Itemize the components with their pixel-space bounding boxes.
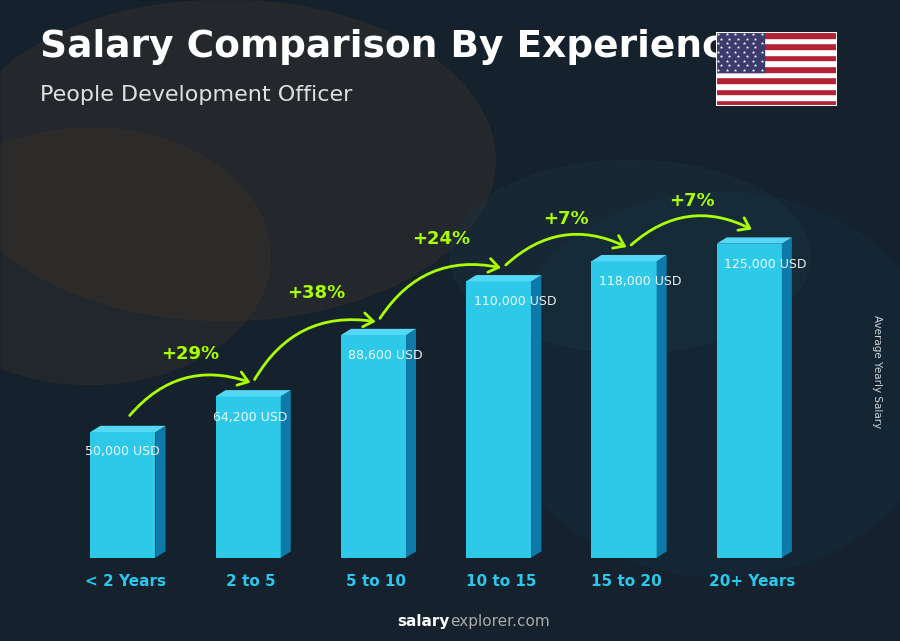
Text: 118,000 USD: 118,000 USD <box>599 276 681 288</box>
Bar <box>716 54 837 60</box>
FancyArrowPatch shape <box>380 258 499 319</box>
Bar <box>716 38 837 44</box>
Ellipse shape <box>450 160 810 353</box>
Polygon shape <box>281 390 291 558</box>
Text: 2 to 5: 2 to 5 <box>226 574 275 590</box>
Text: 64,200 USD: 64,200 USD <box>213 410 287 424</box>
Text: +38%: +38% <box>287 284 345 302</box>
Text: 125,000 USD: 125,000 USD <box>724 258 806 271</box>
FancyArrowPatch shape <box>506 234 625 265</box>
Bar <box>90 432 156 558</box>
Bar <box>716 100 837 106</box>
Bar <box>216 396 281 558</box>
Polygon shape <box>341 329 416 335</box>
FancyArrowPatch shape <box>130 372 248 415</box>
Ellipse shape <box>495 192 900 577</box>
Text: +7%: +7% <box>544 210 590 228</box>
Bar <box>716 66 837 72</box>
Text: 5 to 10: 5 to 10 <box>346 574 406 590</box>
Bar <box>716 44 837 49</box>
Text: 10 to 15: 10 to 15 <box>466 574 536 590</box>
Bar <box>341 335 406 558</box>
FancyArrowPatch shape <box>631 215 750 245</box>
Text: explorer.com: explorer.com <box>450 615 550 629</box>
Bar <box>716 32 837 38</box>
Ellipse shape <box>0 0 495 320</box>
Text: 88,600 USD: 88,600 USD <box>348 349 423 362</box>
Text: +29%: +29% <box>161 345 220 363</box>
Text: +24%: +24% <box>412 230 470 248</box>
Polygon shape <box>591 255 667 262</box>
Polygon shape <box>406 329 416 558</box>
Bar <box>716 49 837 54</box>
Polygon shape <box>657 255 667 558</box>
Text: < 2 Years: < 2 Years <box>85 574 166 590</box>
Polygon shape <box>90 426 166 432</box>
Ellipse shape <box>0 128 270 385</box>
Polygon shape <box>716 237 792 244</box>
Polygon shape <box>156 426 166 558</box>
Text: Salary Comparison By Experience: Salary Comparison By Experience <box>40 29 751 65</box>
Bar <box>716 94 837 100</box>
Bar <box>716 60 837 66</box>
Text: Average Yearly Salary: Average Yearly Salary <box>872 315 883 428</box>
FancyArrowPatch shape <box>255 313 374 379</box>
Bar <box>716 32 764 72</box>
Text: 110,000 USD: 110,000 USD <box>473 296 556 308</box>
Bar <box>466 281 531 558</box>
Text: 20+ Years: 20+ Years <box>708 574 795 590</box>
Bar <box>591 262 657 558</box>
Polygon shape <box>531 275 541 558</box>
Polygon shape <box>466 275 541 281</box>
Text: People Development Officer: People Development Officer <box>40 85 353 104</box>
Bar <box>716 83 837 88</box>
Text: +7%: +7% <box>669 192 715 210</box>
Bar <box>716 72 837 78</box>
Bar <box>716 78 837 83</box>
Text: 50,000 USD: 50,000 USD <box>86 445 160 458</box>
Polygon shape <box>782 237 792 558</box>
Polygon shape <box>216 390 291 396</box>
Bar <box>716 88 837 94</box>
Text: 15 to 20: 15 to 20 <box>591 574 662 590</box>
Text: salary: salary <box>398 615 450 629</box>
Bar <box>716 244 782 558</box>
